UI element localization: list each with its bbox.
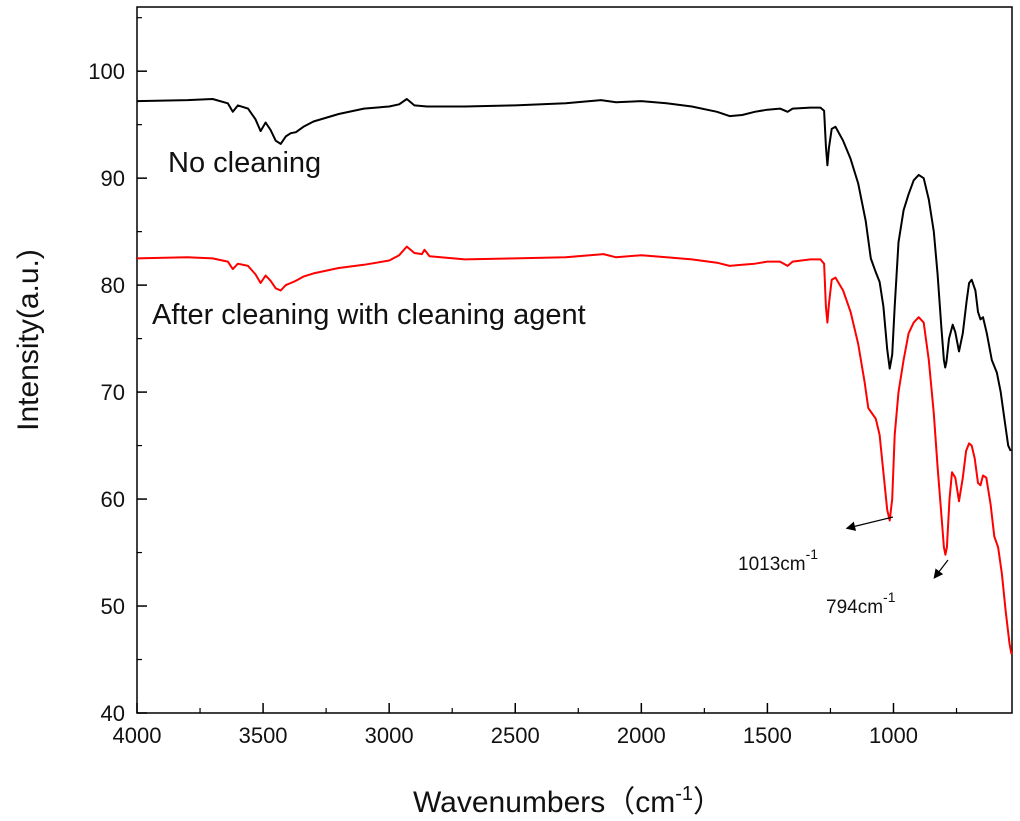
x-tick-label: 3500 [239, 723, 288, 748]
series-label-1: After cleaning with cleaning agent [152, 299, 586, 331]
y-tick-label: 80 [101, 273, 125, 298]
series-line-1 [136, 245, 1013, 655]
y-tick-label: 50 [101, 594, 125, 619]
peak-arrow [845, 516, 894, 531]
series-line-0 [136, 98, 1012, 452]
x-tick-label: 3000 [365, 723, 414, 748]
x-tick-label: 1000 [869, 723, 918, 748]
peak-arrow [933, 559, 949, 579]
y-tick-label: 100 [88, 59, 125, 84]
y-tick-label: 70 [101, 380, 125, 405]
axis-ticks: 4000 3500 3000 2500 2000 1500 1000 40 50 60 70 80 90… [88, 17, 958, 748]
y-axis-title: Intensity(a.u.) [12, 249, 45, 431]
series-label-0: No cleaning [168, 147, 321, 179]
x-tick-label: 1500 [743, 723, 792, 748]
series-layer [136, 98, 1013, 655]
plot-frame [136, 6, 1013, 714]
annotation-layer: No cleaning After cleaning with cleaning … [152, 147, 949, 618]
peak-label: 1013cm-1 [738, 546, 818, 575]
x-axis-title: Wavenumbers（cm-1） [413, 783, 723, 819]
y-tick-label: 60 [101, 487, 125, 512]
y-tick-label: 90 [101, 166, 125, 191]
peak-label: 794cm-1 [826, 589, 896, 618]
x-tick-label: 2500 [491, 723, 540, 748]
y-tick-label: 40 [101, 701, 125, 726]
x-tick-label: 2000 [617, 723, 666, 748]
x-tick-label: 4000 [113, 723, 162, 748]
